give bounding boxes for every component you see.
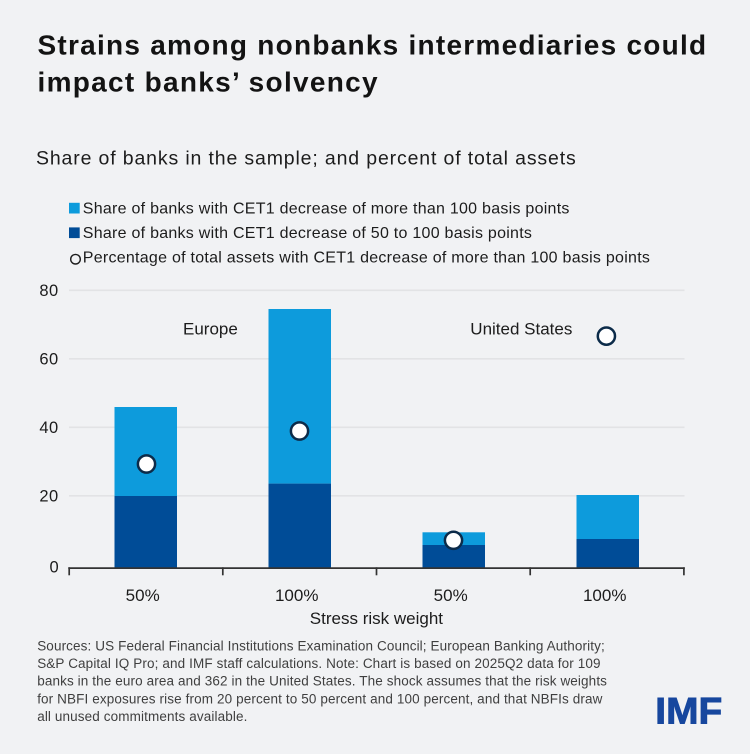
svg-text:Europe: Europe — [183, 320, 238, 339]
svg-text:United States: United States — [470, 320, 572, 339]
svg-text:40: 40 — [39, 419, 58, 437]
svg-text:banks in the euro area and 362: banks in the euro area and 362 in the Un… — [37, 674, 607, 689]
svg-text:0: 0 — [50, 558, 60, 576]
svg-text:Share of banks in the sample;: Share of banks in the sample; and percen… — [36, 147, 577, 169]
svg-text:20: 20 — [39, 488, 58, 506]
svg-text:100%: 100% — [583, 586, 626, 605]
svg-text:IMF: IMF — [655, 691, 722, 732]
svg-text:100%: 100% — [275, 586, 318, 605]
svg-text:60: 60 — [39, 351, 58, 369]
svg-text:80: 80 — [39, 282, 58, 300]
svg-text:Strains among nonbanks interme: Strains among nonbanks intermediaries co… — [38, 30, 708, 61]
svg-text:50%: 50% — [434, 586, 468, 605]
svg-text:impact banks’ solvency: impact banks’ solvency — [38, 67, 379, 98]
svg-text:Stress risk weight: Stress risk weight — [310, 609, 443, 628]
svg-text:for NBFI exposures rise from 2: for NBFI exposures rise from 20 percent … — [37, 691, 602, 706]
svg-text:Share of banks with CET1 decre: Share of banks with CET1 decrease of mor… — [83, 201, 570, 218]
svg-text:S&P Capital IQ Pro; and IMF st: S&P Capital IQ Pro; and IMF staff calcul… — [37, 656, 600, 671]
svg-text:Percentage of total assets wit: Percentage of total assets with CET1 dec… — [83, 250, 650, 267]
svg-text:all unused commitments availab: all unused commitments available. — [37, 709, 247, 724]
svg-text:50%: 50% — [126, 586, 160, 605]
svg-text:Sources: US Federal Financial: Sources: US Federal Financial Institutio… — [37, 638, 605, 653]
svg-text:Share of banks with CET1 decre: Share of banks with CET1 decrease of 50 … — [83, 225, 532, 242]
